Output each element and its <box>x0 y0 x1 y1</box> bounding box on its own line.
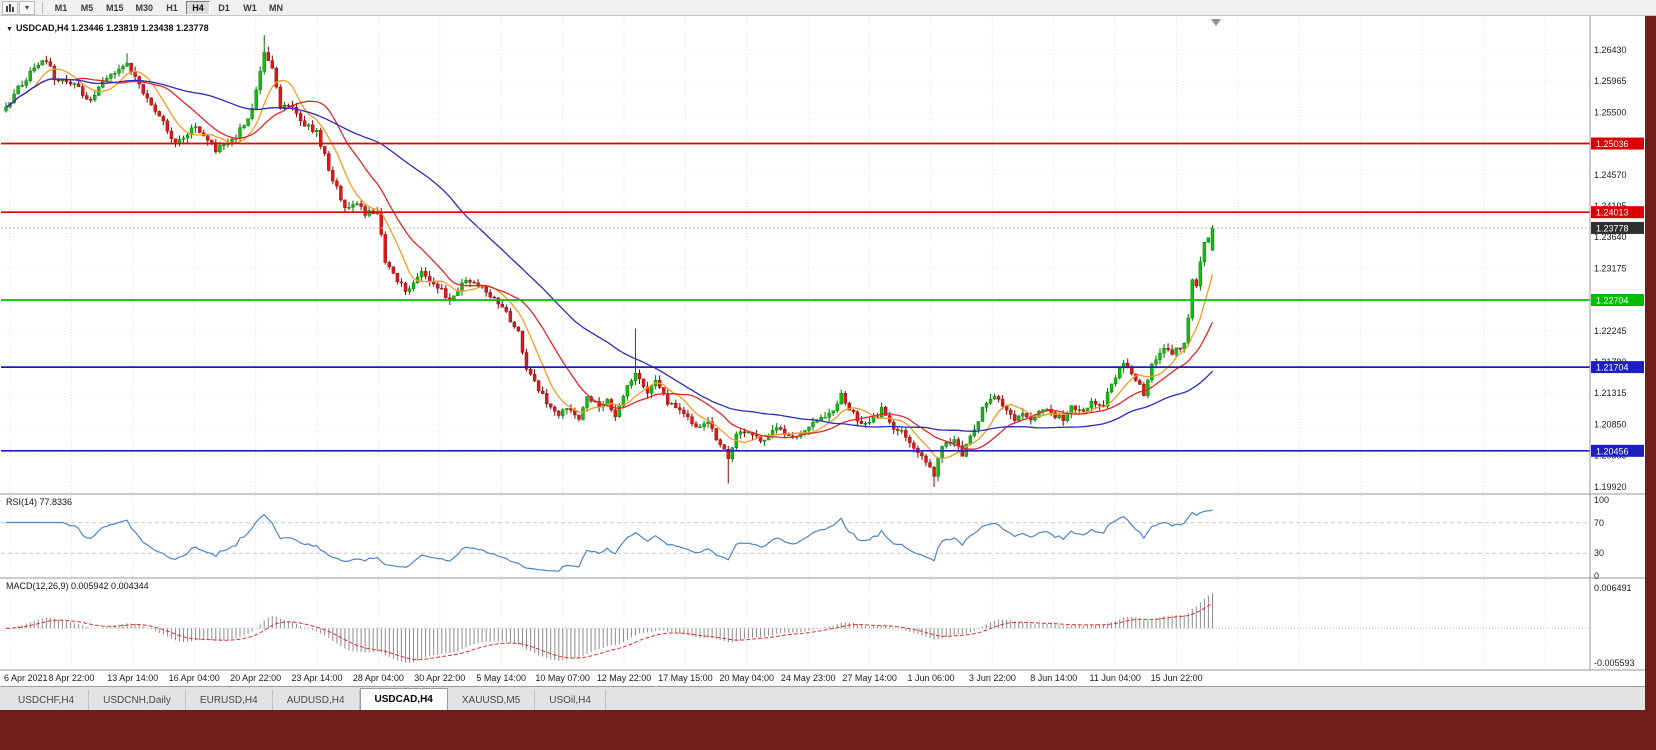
svg-text:1.24105: 1.24105 <box>1594 201 1627 211</box>
chart-ohlc-text: USDCAD,H4 1.23446 1.23819 1.23438 1.2377… <box>15 23 209 33</box>
svg-text:13 Apr 14:00: 13 Apr 14:00 <box>107 673 158 683</box>
chart-title: ▼ USDCAD,H4 1.23446 1.23819 1.23438 1.237… <box>6 23 209 33</box>
symbol-tab-audusd[interactable]: AUDUSD,H4 <box>273 690 360 710</box>
timeframe-button-m30[interactable]: M30 <box>135 2 154 13</box>
symbol-tab-usdcad[interactable]: USDCAD,H4 <box>359 688 448 710</box>
svg-text:1.25036: 1.25036 <box>1596 139 1629 149</box>
svg-text:20 Apr 22:00: 20 Apr 22:00 <box>230 673 281 683</box>
svg-text:-0.005593: -0.005593 <box>1594 658 1635 668</box>
rsi-line <box>6 509 1213 572</box>
timeframe-button-d1[interactable]: D1 <box>218 2 230 13</box>
svg-text:1.23640: 1.23640 <box>1594 232 1627 242</box>
timeframe-button-m15[interactable]: M15 <box>106 2 124 13</box>
timeframe-button-m5[interactable]: M5 <box>80 2 94 13</box>
svg-text:12 May 22:00: 12 May 22:00 <box>597 673 652 683</box>
symbol-tab-usoil[interactable]: USOil,H4 <box>535 690 606 710</box>
chart-type-dropdown[interactable]: ▾ <box>19 0 35 15</box>
svg-text:1.19920: 1.19920 <box>1594 482 1627 492</box>
macd-signal-line <box>5 602 1213 661</box>
svg-text:1.22704: 1.22704 <box>1596 296 1629 306</box>
symbol-tab-bar: USDCHF,H4 USDCNH,Daily EURUSD,H4 AUDUSD,H4 U… <box>0 686 1645 710</box>
svg-text:1.20850: 1.20850 <box>1594 419 1627 429</box>
svg-text:30: 30 <box>1594 548 1604 558</box>
svg-text:1.20456: 1.20456 <box>1596 446 1629 456</box>
svg-text:100: 100 <box>1594 495 1609 505</box>
moving-average-48 <box>5 78 1213 432</box>
symbol-tab-eurusd[interactable]: EURUSD,H4 <box>186 690 273 710</box>
svg-text:27 May 14:00: 27 May 14:00 <box>842 673 897 683</box>
svg-text:1.25965: 1.25965 <box>1594 76 1627 86</box>
macd-indicator-label: MACD(12,26,9) 0.005942 0.004344 <box>6 581 149 591</box>
svg-text:5 May 14:00: 5 May 14:00 <box>476 673 526 683</box>
toolbar-separator <box>42 1 43 14</box>
rsi-indicator-label: RSI(14) 77.8336 <box>6 497 73 507</box>
svg-text:1.24570: 1.24570 <box>1594 170 1627 180</box>
collapse-triangle-icon[interactable]: ▼ <box>6 26 13 33</box>
svg-text:23 Apr 14:00: 23 Apr 14:00 <box>291 673 342 683</box>
svg-text:1.23778: 1.23778 <box>1596 223 1629 233</box>
symbol-tab-usdchf[interactable]: USDCHF,H4 <box>4 690 90 710</box>
svg-text:1.25500: 1.25500 <box>1594 107 1627 117</box>
macd-axis: 0.006491 -0.005593 <box>1594 583 1635 668</box>
svg-text:15 Jun 22:00: 15 Jun 22:00 <box>1151 673 1203 683</box>
moving-average-8 <box>5 68 1214 460</box>
chevron-down-icon: ▾ <box>24 2 29 12</box>
bar-chart-icon <box>5 3 14 12</box>
svg-text:1.21315: 1.21315 <box>1594 388 1627 398</box>
svg-text:8 Apr 22:00: 8 Apr 22:00 <box>48 673 94 683</box>
svg-text:30 Apr 22:00: 30 Apr 22:00 <box>414 673 465 683</box>
chart-background <box>0 16 1645 710</box>
svg-text:1.24013: 1.24013 <box>1596 208 1629 218</box>
svg-text:6 Apr 2021: 6 Apr 2021 <box>4 673 48 683</box>
timeframe-button-h4[interactable]: H4 <box>186 0 211 15</box>
toolbar: ▾ M1 M5 M15 M30 H1 H4 D1 W1 MN <box>0 0 1656 16</box>
svg-text:10 May 07:00: 10 May 07:00 <box>535 673 590 683</box>
symbol-tab-xauusd[interactable]: XAUUSD,M5 <box>448 690 536 710</box>
current-price-badge <box>1591 221 1644 234</box>
timeframe-button-mn[interactable]: MN <box>269 2 284 13</box>
svg-text:16 Apr 04:00: 16 Apr 04:00 <box>169 673 220 683</box>
svg-text:28 Apr 04:00: 28 Apr 04:00 <box>353 673 404 683</box>
svg-text:1.23175: 1.23175 <box>1594 263 1627 273</box>
svg-text:11 Jun 04:00: 11 Jun 04:00 <box>1090 673 1141 683</box>
symbol-tab-usdcnh[interactable]: USDCNH,Daily <box>89 690 186 710</box>
svg-text:1.21704: 1.21704 <box>1596 363 1629 373</box>
svg-text:3 Jun 22:00: 3 Jun 22:00 <box>969 673 1016 683</box>
time-axis: 6 Apr 2021 8 Apr 22:00 13 Apr 14:00 16 Apr … <box>4 673 1203 683</box>
rsi-axis: 100 70 30 0 <box>1594 495 1609 581</box>
svg-text:20 May 04:00: 20 May 04:00 <box>720 673 775 683</box>
chart-shift-marker-icon <box>1211 19 1221 26</box>
svg-text:1 Jun 06:00: 1 Jun 06:00 <box>907 673 954 683</box>
timeframe-button-h1[interactable]: H1 <box>166 2 178 13</box>
macd-histogram <box>9 592 1213 663</box>
timeframe-button-w1[interactable]: W1 <box>243 2 257 13</box>
svg-text:0.006491: 0.006491 <box>1594 583 1632 593</box>
chart-type-button[interactable] <box>2 0 18 15</box>
timeframe-button-m1[interactable]: M1 <box>54 2 68 13</box>
svg-text:24 May 23:00: 24 May 23:00 <box>781 673 836 683</box>
svg-text:1.26430: 1.26430 <box>1594 45 1627 55</box>
price-axis: 1.264301.259651.255001.250351.245701.241… <box>1591 45 1644 492</box>
moving-average-18 <box>5 77 1214 450</box>
timeframe-toolbar: M1 M5 M15 M30 H1 H4 D1 W1 MN <box>49 0 288 15</box>
svg-text:1.22245: 1.22245 <box>1594 326 1627 336</box>
svg-text:70: 70 <box>1594 518 1604 528</box>
svg-text:0: 0 <box>1594 571 1599 581</box>
svg-text:8 Jun 14:00: 8 Jun 14:00 <box>1030 673 1077 683</box>
svg-text:17 May 15:00: 17 May 15:00 <box>658 673 713 683</box>
